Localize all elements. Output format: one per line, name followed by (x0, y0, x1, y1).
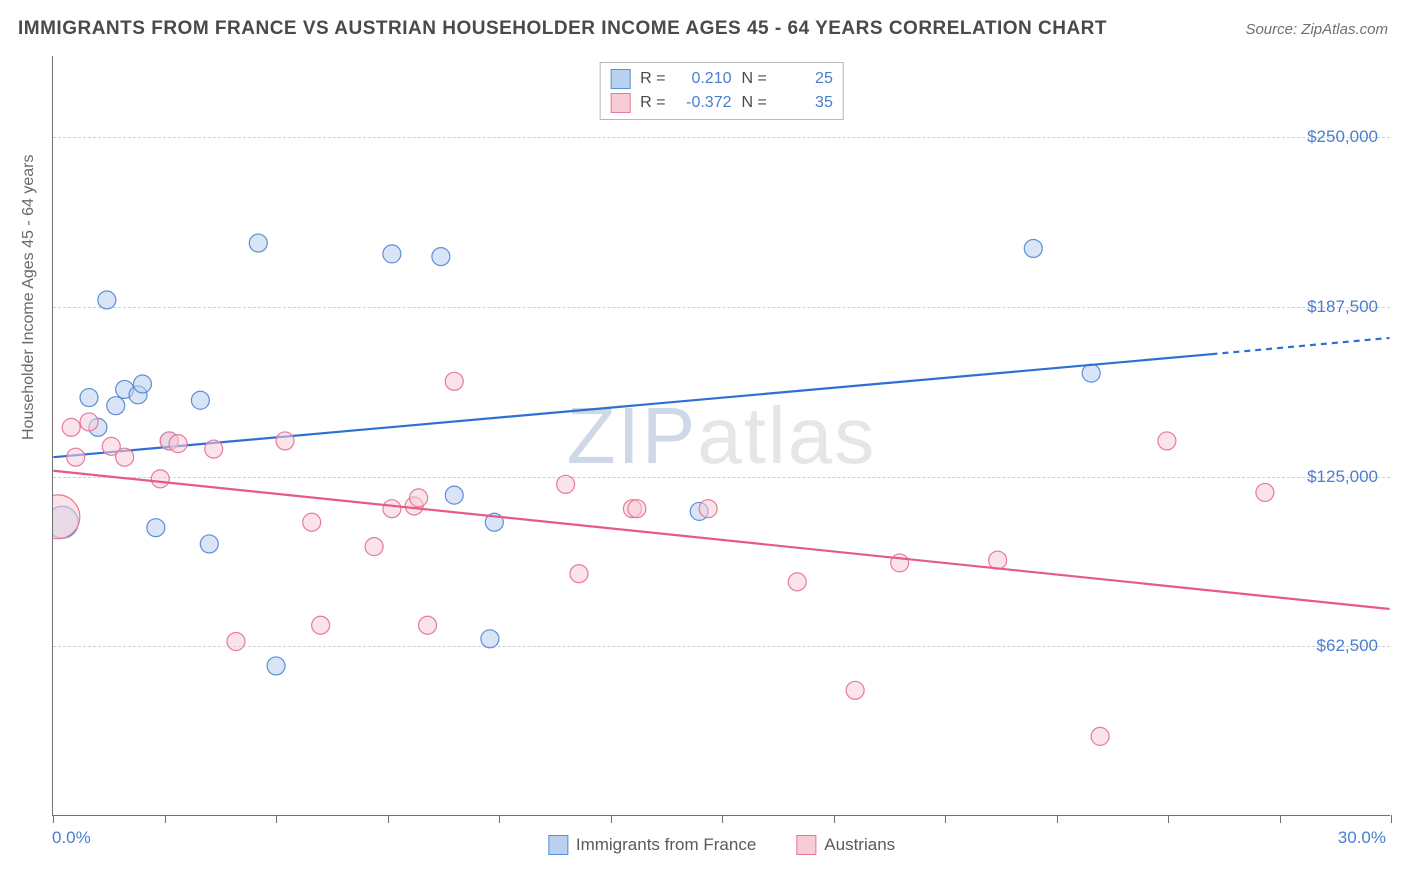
data-point (67, 448, 85, 466)
x-tick (945, 815, 946, 823)
chart-title: IMMIGRANTS FROM FRANCE VS AUSTRIAN HOUSE… (18, 18, 1107, 40)
data-point (191, 391, 209, 409)
x-tick (53, 815, 54, 823)
data-point (628, 500, 646, 518)
x-tick (499, 815, 500, 823)
legend-row-austrians: R = -0.372 N = 35 (610, 93, 833, 113)
data-point (151, 470, 169, 488)
legend-item-austrians: Austrians (796, 835, 895, 855)
legend-label-austrians: Austrians (824, 835, 895, 855)
x-tick (1280, 815, 1281, 823)
data-point (1024, 239, 1042, 257)
regression-line-extrapolated (1211, 338, 1389, 354)
data-point (98, 291, 116, 309)
data-point (1082, 364, 1100, 382)
data-point (1256, 483, 1274, 501)
data-point (846, 681, 864, 699)
data-point (227, 633, 245, 651)
data-point (432, 248, 450, 266)
swatch-france (610, 69, 630, 89)
x-tick (834, 815, 835, 823)
data-point (788, 573, 806, 591)
data-point (80, 389, 98, 407)
data-point (699, 500, 717, 518)
source-attribution: Source: ZipAtlas.com (1245, 21, 1388, 38)
data-point (481, 630, 499, 648)
data-point (383, 245, 401, 263)
data-point (205, 440, 223, 458)
x-tick (388, 815, 389, 823)
data-point (557, 475, 575, 493)
plot-area: ZIPatlas R = 0.210 N = 25 R = -0.372 N =… (52, 56, 1390, 816)
data-point (53, 495, 80, 539)
regression-line (53, 471, 1389, 609)
data-point (445, 372, 463, 390)
data-point (80, 413, 98, 431)
data-point (276, 432, 294, 450)
data-point (133, 375, 151, 393)
data-point (169, 435, 187, 453)
data-point (116, 448, 134, 466)
plot-svg (53, 56, 1390, 815)
swatch-austrians-icon (796, 835, 816, 855)
data-point (1158, 432, 1176, 450)
data-point (410, 489, 428, 507)
legend-label-france: Immigrants from France (576, 835, 756, 855)
x-tick (1168, 815, 1169, 823)
x-tick (722, 815, 723, 823)
data-point (312, 616, 330, 634)
data-point (570, 565, 588, 583)
data-point (989, 551, 1007, 569)
regression-line (53, 354, 1211, 457)
data-point (445, 486, 463, 504)
x-axis-min-label: 0.0% (52, 828, 91, 848)
correlation-legend: R = 0.210 N = 25 R = -0.372 N = 35 (599, 62, 844, 120)
x-tick (611, 815, 612, 823)
x-axis-max-label: 30.0% (1338, 828, 1386, 848)
data-point (419, 616, 437, 634)
x-tick (165, 815, 166, 823)
data-point (249, 234, 267, 252)
swatch-austrians (610, 93, 630, 113)
y-axis-label: Householder Income Ages 45 - 64 years (20, 155, 38, 441)
data-point (1091, 727, 1109, 745)
legend-row-france: R = 0.210 N = 25 (610, 69, 833, 89)
swatch-france-icon (548, 835, 568, 855)
x-tick (276, 815, 277, 823)
series-legend: Immigrants from France Austrians (548, 835, 895, 855)
data-point (365, 538, 383, 556)
data-point (147, 519, 165, 537)
x-tick (1057, 815, 1058, 823)
data-point (107, 397, 125, 415)
data-point (267, 657, 285, 675)
legend-item-france: Immigrants from France (548, 835, 756, 855)
data-point (303, 513, 321, 531)
x-tick (1391, 815, 1392, 823)
data-point (62, 418, 80, 436)
data-point (200, 535, 218, 553)
data-point (383, 500, 401, 518)
